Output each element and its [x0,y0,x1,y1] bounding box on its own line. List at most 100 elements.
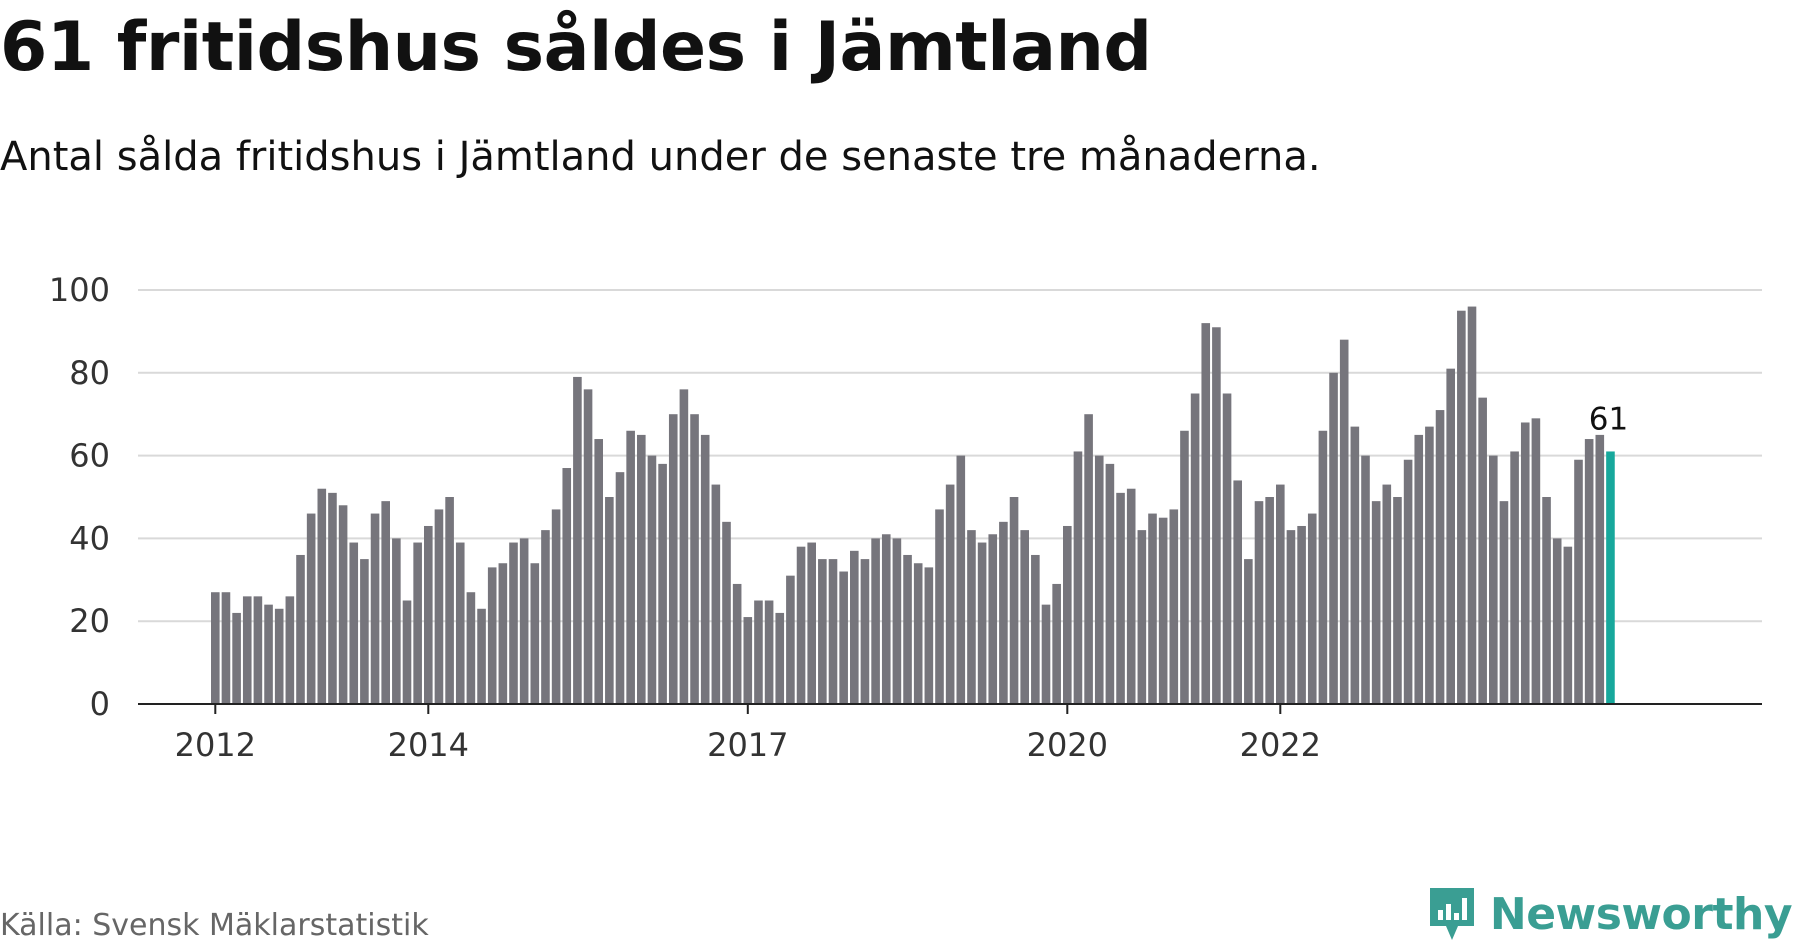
bar [956,455,966,704]
bar [296,554,305,704]
bar [1499,501,1509,704]
x-axis-ticks: 2012 2014 2017 2020 2022 [175,704,1321,764]
bar [434,509,444,704]
bar [1116,492,1125,704]
bar [1020,530,1029,704]
bar [1307,513,1317,704]
bar [1137,530,1147,704]
bar [1489,455,1498,704]
bar [637,434,646,704]
bar [338,505,348,704]
bar [1393,497,1402,704]
bar [424,525,433,704]
bar [1350,426,1360,704]
bar [1446,368,1455,704]
bar [999,521,1008,704]
bar [1339,339,1349,704]
bar [583,389,593,704]
bar [1382,484,1392,704]
bar [850,550,859,704]
bar [988,534,998,704]
bar [573,376,582,704]
bar [1563,546,1573,704]
bar [509,542,518,704]
bar [615,472,625,704]
y-tick-label: 60 [69,437,110,475]
bar [1286,530,1296,704]
chart-subtitle: Antal sålda fritidshus i Jämtland under … [0,134,1321,180]
bar [498,563,508,704]
bar [402,600,412,704]
bar [977,542,987,704]
bar [530,563,540,704]
bar [562,468,572,704]
chart-title: 61 fritidshus såldes i Jämtland [0,8,1152,87]
source-note: Källa: Svensk Mäklarstatistik [0,908,429,943]
bar [1552,538,1562,704]
newsworthy-logo-icon [1429,888,1474,940]
bar [796,546,806,704]
bar [1212,327,1221,704]
bar [1542,497,1551,704]
bar [1063,525,1072,704]
highlighted-bar [1606,451,1615,704]
newsworthy-logo[interactable]: Newsworthy [1428,886,1793,942]
bar [455,542,465,704]
bar [1371,501,1381,704]
highlight-value-label: 61 [1589,401,1628,437]
x-tick-label: 2020 [1027,726,1108,764]
y-tick-label: 0 [90,685,110,723]
bar [903,554,912,704]
bar-chart: 0 20 40 60 80 100 2012 2014 2017 2020 2022 61 [49,271,1762,764]
bar [754,600,763,704]
bar [1595,434,1605,704]
bar [253,596,263,704]
y-tick-label: 80 [69,354,110,392]
bar [658,463,667,704]
bar [274,608,284,704]
bar [807,542,816,704]
bar [1180,430,1189,704]
y-tick-label: 100 [49,271,110,309]
y-tick-label: 40 [69,519,110,557]
bar [370,513,380,704]
brand-name: Newsworthy [1489,888,1793,940]
bar [1414,434,1424,704]
bar [1361,455,1370,704]
bar [935,509,944,704]
bar [1510,451,1519,704]
bar [1318,430,1328,704]
bar [211,592,220,704]
bar [1052,583,1061,704]
bar [232,612,241,704]
x-tick-label: 2012 [175,726,256,764]
bar [594,439,603,704]
x-tick-label: 2017 [707,726,788,764]
bars [211,306,1615,704]
bar [285,596,295,704]
bar [1201,323,1211,704]
bar [1126,488,1136,704]
bar [1403,459,1413,704]
y-tick-label: 20 [69,602,110,640]
bar [477,608,486,704]
bar [892,538,902,704]
bar [1031,554,1040,704]
bar [668,414,678,704]
bar [775,612,785,704]
bar [764,600,774,704]
bar [786,575,795,704]
bar [381,501,390,704]
bar [317,488,327,704]
bar [466,592,476,704]
bar [392,538,401,704]
bar [967,530,976,704]
bar [945,484,955,704]
bar [242,596,252,704]
bar [445,497,454,704]
bar [818,559,827,704]
bar [690,414,699,704]
bar [1457,310,1466,704]
bar [1244,559,1253,704]
bar [1467,306,1477,704]
